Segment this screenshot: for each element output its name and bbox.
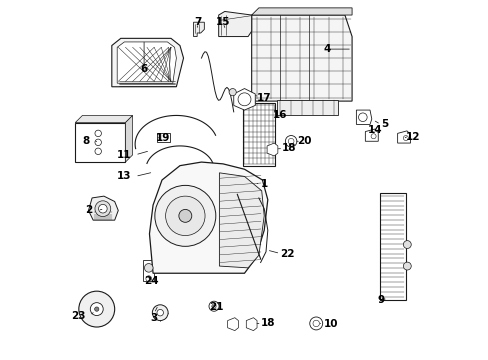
Polygon shape [218,12,251,37]
Text: 1: 1 [260,179,267,189]
Polygon shape [365,129,378,141]
Circle shape [358,113,366,122]
Polygon shape [246,318,257,330]
Text: 16: 16 [272,111,286,121]
Text: 12: 12 [405,132,420,142]
Polygon shape [266,143,277,156]
Circle shape [95,201,110,217]
Polygon shape [88,196,118,220]
Text: 15: 15 [215,17,230,27]
Text: 19: 19 [155,133,170,143]
Text: 9: 9 [376,295,384,305]
Text: 7: 7 [194,17,201,27]
Circle shape [152,305,168,320]
Polygon shape [276,100,337,116]
Polygon shape [227,318,238,330]
Circle shape [79,291,115,327]
Bar [246,99,255,104]
Text: 6: 6 [140,64,147,74]
Circle shape [287,138,293,144]
Text: 24: 24 [143,276,158,286]
Bar [143,260,154,281]
Circle shape [285,135,296,147]
Circle shape [208,301,219,311]
Polygon shape [125,116,132,162]
Circle shape [403,262,410,270]
Text: 11: 11 [117,150,131,160]
Text: 2: 2 [84,206,92,216]
Circle shape [144,264,153,272]
Circle shape [179,210,191,222]
Bar [75,123,125,162]
Polygon shape [251,8,351,15]
Text: 21: 21 [208,302,223,312]
Text: 4: 4 [323,44,330,54]
Circle shape [90,303,103,316]
Polygon shape [219,173,264,268]
Polygon shape [356,110,371,125]
Circle shape [312,320,319,327]
Text: 18: 18 [282,143,296,153]
Circle shape [95,148,101,154]
Polygon shape [117,42,176,83]
Text: 20: 20 [297,136,311,146]
Text: 5: 5 [380,120,387,129]
Polygon shape [397,131,410,143]
Circle shape [155,185,215,246]
Circle shape [228,89,236,96]
Polygon shape [75,116,132,123]
Polygon shape [251,15,351,101]
Circle shape [94,307,99,311]
Polygon shape [233,89,255,110]
Circle shape [309,317,322,330]
Bar [379,193,405,300]
Bar [242,103,274,166]
Circle shape [157,310,163,316]
Bar [156,133,170,142]
Circle shape [95,130,101,136]
Text: 3: 3 [150,313,158,323]
Circle shape [145,276,151,282]
Circle shape [165,196,204,235]
Text: 8: 8 [82,136,89,145]
Circle shape [238,93,250,106]
Text: 17: 17 [257,93,271,103]
Circle shape [211,304,216,309]
Text: 10: 10 [323,319,337,329]
Circle shape [403,135,407,140]
Polygon shape [112,39,183,87]
Text: 14: 14 [367,125,382,135]
Circle shape [95,139,101,145]
Circle shape [99,204,107,213]
Text: 18: 18 [260,319,275,328]
Polygon shape [149,162,267,273]
Text: 13: 13 [117,171,131,181]
Circle shape [370,134,375,139]
Text: 22: 22 [280,248,294,258]
Polygon shape [193,22,204,37]
Circle shape [403,240,410,248]
Text: 23: 23 [71,311,86,320]
